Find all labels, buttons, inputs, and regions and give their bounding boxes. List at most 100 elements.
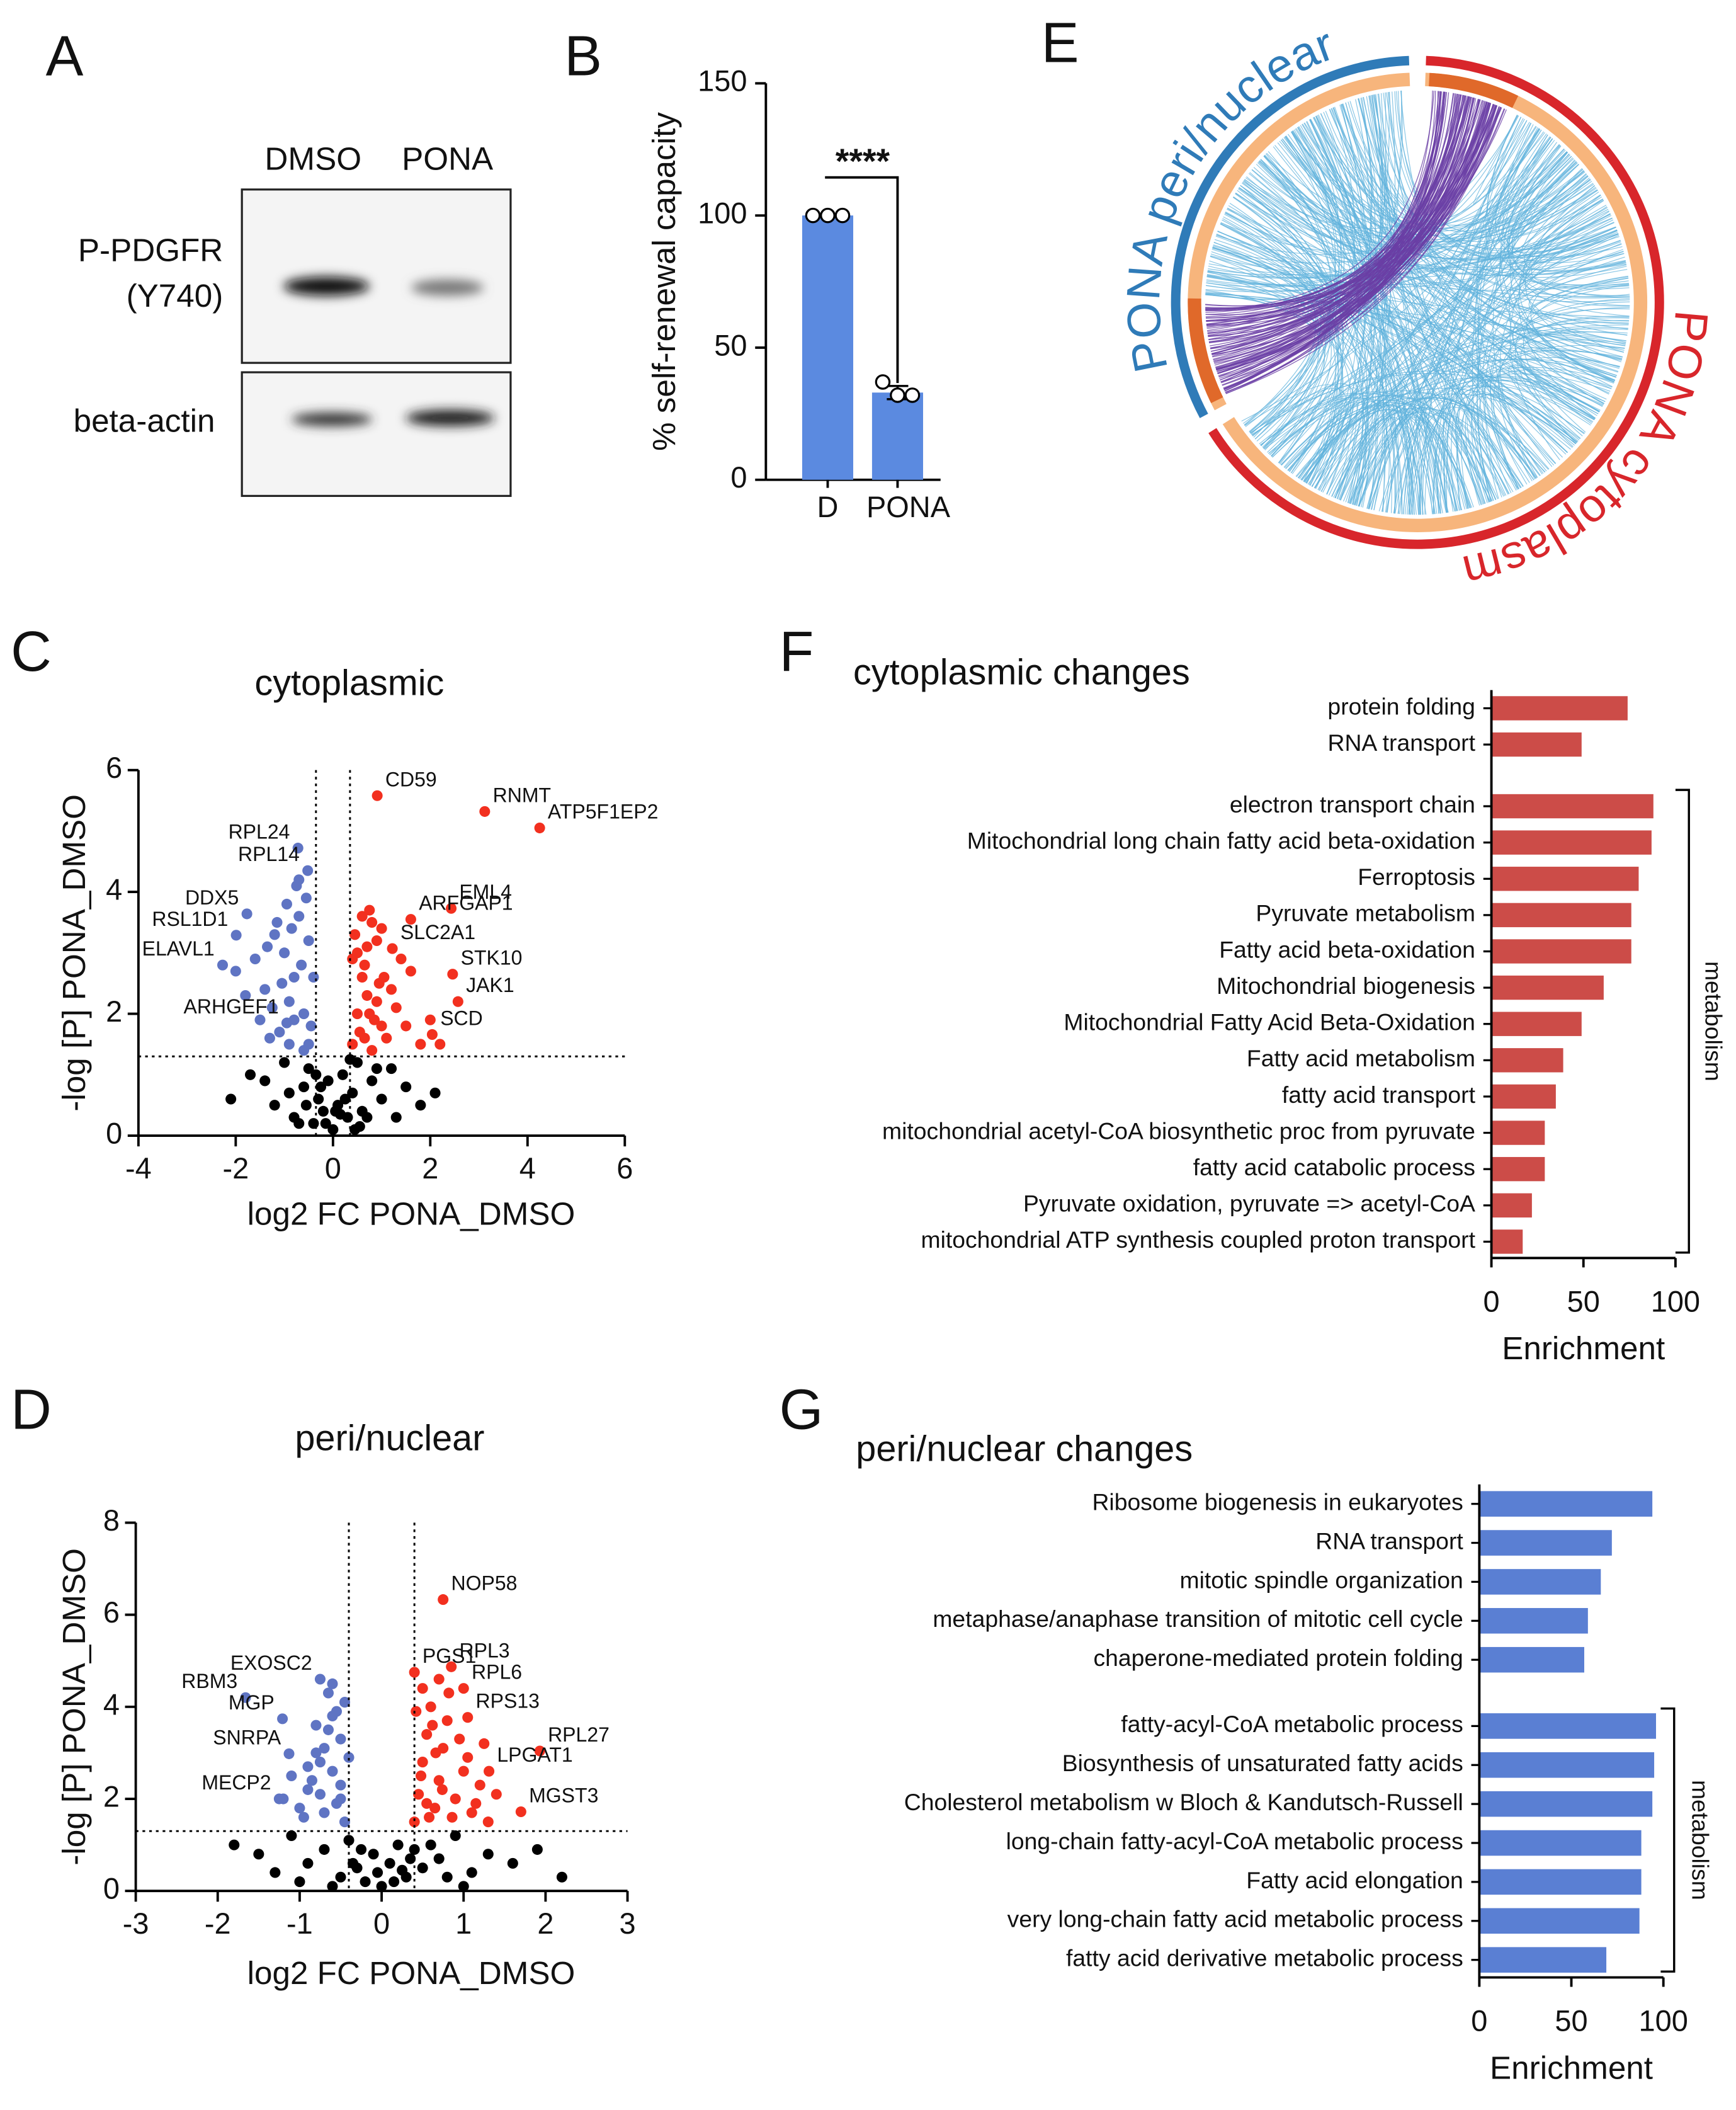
data-point (411, 1706, 422, 1717)
data-point (424, 1014, 436, 1025)
data-point (433, 1775, 445, 1786)
chord (1345, 102, 1387, 512)
data-point (376, 1881, 387, 1892)
data-point (293, 911, 305, 922)
data-point (470, 1798, 482, 1809)
data-point (820, 207, 836, 224)
blot-frame (241, 188, 512, 364)
chord (1260, 159, 1364, 504)
chord (1213, 92, 1447, 363)
bar (1479, 1908, 1640, 1934)
chord (1227, 208, 1436, 515)
chord (1342, 160, 1576, 502)
chord (1205, 97, 1473, 309)
chord (1216, 107, 1502, 371)
chord (1525, 333, 1625, 381)
data-point (327, 1710, 338, 1722)
category-label: Fatty acid beta-oxidation (1219, 936, 1475, 962)
chord (1410, 345, 1625, 515)
bar (1491, 696, 1628, 721)
data-point (269, 929, 280, 940)
point-label: MECP2 (201, 1771, 271, 1794)
data-point (335, 1871, 346, 1883)
chord (1207, 271, 1630, 318)
x-tick-label: 0 (373, 1907, 390, 1940)
data-point (805, 207, 821, 224)
chord (1498, 136, 1616, 250)
point-label: DDX5 (185, 886, 239, 909)
bar (1491, 1012, 1582, 1036)
data-point (441, 1715, 453, 1726)
chord (1336, 90, 1402, 499)
chord (1235, 192, 1621, 270)
data-point (361, 1112, 373, 1123)
chord (1209, 260, 1577, 444)
data-point (417, 1862, 428, 1874)
data-point (507, 1857, 518, 1869)
bar (1491, 1048, 1563, 1073)
chord (1509, 168, 1583, 444)
data-point (392, 1839, 404, 1851)
chord (1358, 367, 1614, 507)
chord (1432, 393, 1577, 515)
labeled-point (241, 908, 252, 920)
chord (1521, 331, 1628, 436)
labeled-point (438, 1594, 449, 1605)
chord (1443, 307, 1630, 513)
x-tick-label: 6 (616, 1152, 633, 1185)
data-point (376, 1093, 387, 1105)
data-point (308, 1118, 319, 1129)
chord (1205, 91, 1444, 315)
labeled-point (387, 943, 398, 954)
data-point (425, 1701, 436, 1713)
bar (1479, 1830, 1642, 1856)
data-point (298, 1081, 310, 1093)
data-point (253, 1849, 264, 1860)
chord (1320, 407, 1524, 492)
chord (1205, 90, 1435, 310)
x-tick-label: -2 (222, 1152, 249, 1185)
point-label: SLC2A1 (400, 921, 475, 944)
chord (1244, 180, 1522, 488)
labeled-point (409, 1667, 420, 1678)
segment-arc (1171, 55, 1410, 418)
chord (1213, 241, 1546, 472)
chord (1334, 106, 1599, 414)
data-point (479, 1738, 490, 1749)
y-tick-label: 2 (106, 995, 122, 1028)
data-point (347, 1857, 359, 1869)
chord (1497, 366, 1605, 467)
data-point (413, 1789, 424, 1800)
data-point (366, 1045, 378, 1056)
chord (1278, 387, 1356, 484)
ring-highlight (1188, 298, 1223, 404)
bar (1479, 1869, 1642, 1895)
chord (1205, 292, 1460, 511)
category-label: Ribosome biogenesis in eukaryotes (1092, 1489, 1463, 1515)
category-label: Fatty acid metabolism (1247, 1045, 1475, 1071)
chord (1208, 98, 1479, 336)
chord (1404, 205, 1607, 515)
chord (1504, 148, 1630, 290)
chord (1358, 98, 1422, 515)
chord (1334, 358, 1617, 499)
data-point (454, 1733, 465, 1745)
y-tick-label: 0 (103, 1873, 120, 1905)
group-label: metabolism (1701, 961, 1727, 1081)
data-point (385, 984, 397, 995)
panel-letter: F (780, 620, 814, 683)
data-point (288, 971, 300, 983)
x-tick-label: 2 (537, 1907, 553, 1940)
panel-letter: G (780, 1377, 824, 1440)
data-point (334, 1109, 346, 1120)
chord (1292, 130, 1627, 278)
point-label: RPS13 (476, 1690, 540, 1713)
chord (1251, 370, 1596, 436)
labeled-point (292, 842, 304, 853)
group-bracket (1675, 789, 1690, 1254)
data-point (286, 1830, 297, 1842)
data-point (298, 1811, 309, 1823)
data-point (446, 1811, 458, 1823)
data-point (322, 1724, 334, 1735)
